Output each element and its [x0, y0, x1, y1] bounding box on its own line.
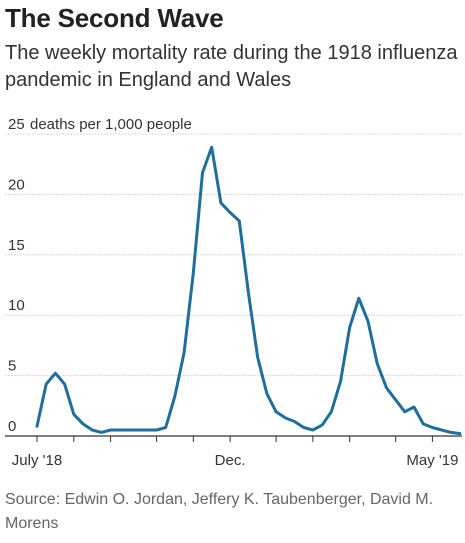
y-tick-label-0: 0	[8, 418, 16, 435]
y-tick-label-10: 10	[8, 297, 25, 314]
series-layer	[35, 145, 462, 436]
source-note: Source: Edwin O. Jordan, Jeffery K. Taub…	[5, 491, 434, 532]
y-tick-labels: 0 5 10 15 20 25 deaths per 1,000 people	[8, 116, 192, 435]
y-tick-label-20: 20	[8, 176, 25, 193]
series-line-0	[35, 145, 462, 436]
x-tick-label-43: May '19	[406, 452, 458, 469]
chart-title: The Second Wave	[5, 3, 224, 33]
line-chart: 0 5 10 15 20 25 deaths per 1,000 people July '…	[5, 116, 462, 469]
x-tick-label-21: Dec.	[215, 452, 246, 469]
y-tick-label-15: 15	[8, 237, 25, 254]
x-tick-label-0: July '18	[12, 452, 62, 469]
y-tick-label-5: 5	[8, 358, 16, 375]
y-tick-label-25: 25	[8, 116, 25, 133]
y-unit-label: deaths per 1,000 people	[30, 116, 192, 133]
gridlines	[5, 133, 462, 377]
chart-subtitle: The weekly mortality rate during the 191…	[5, 42, 458, 91]
x-axis: July '18 Dec. May '19	[5, 435, 462, 469]
